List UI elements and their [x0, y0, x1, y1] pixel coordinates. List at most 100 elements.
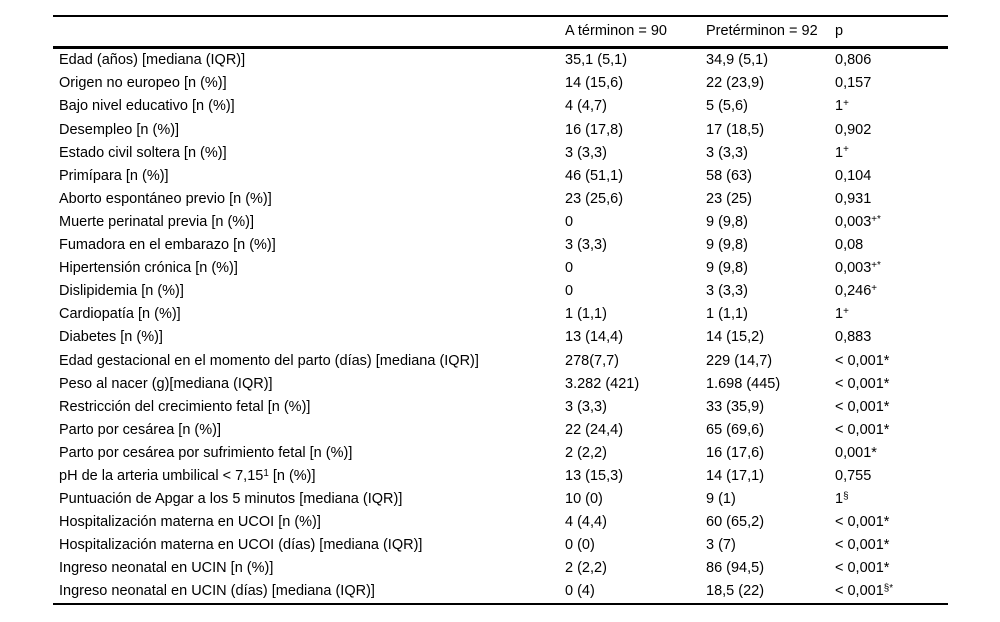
row-label: Edad (años) [mediana (IQR)] — [59, 52, 246, 69]
cell-p-value: < 0,001* — [835, 560, 890, 577]
row-label: Edad gestacional en el momento del parto… — [59, 352, 479, 369]
row-label: Dislipidemia [n (%)] — [59, 283, 184, 300]
cell-a-termino: 278(7,7) — [565, 352, 620, 369]
cell-p-value: 0,931 — [835, 190, 872, 207]
table-row: Origen no europeo [n (%)] 14 (15,6) 22 (23… — [53, 72, 948, 95]
cell-p-value: 1+ — [835, 144, 849, 161]
table-row: Bajo nivel educativo [n (%)] 4 (4,7) 5 (5,… — [53, 95, 948, 118]
comparison-table: A términon = 90 Pretérminon = 92 p Edad … — [53, 15, 948, 606]
table-row: Estado civil soltera [n (%)] 3 (3,3) 3 (3,… — [53, 141, 948, 164]
cell-p-value: < 0,001§* — [835, 583, 894, 600]
table-row: Hospitalización materna en UCOI [n (%)] 4… — [53, 511, 948, 534]
row-label: pH de la arteria umbilical < 7,151 [n (%… — [59, 467, 316, 484]
table-row: Edad gestacional en el momento del parto… — [53, 349, 948, 372]
cell-p-value: 0,003+* — [835, 213, 881, 230]
superscript-marker: §* — [883, 583, 894, 595]
cell-p-value: 0,003+* — [835, 259, 881, 277]
cell-pretermino: 1 (1,1) — [706, 306, 748, 323]
table-row: Hospitalización materna en UCOI (días) [… — [53, 534, 948, 557]
table-header-rule — [53, 46, 948, 49]
cell-p-value: < 0,001* — [835, 514, 890, 531]
cell-a-termino: 35,1 (5,1) — [565, 52, 628, 69]
table-row: Ingreso neonatal en UCIN [n (%)] 2 (2,2) 8… — [53, 557, 948, 580]
table-row: Ingreso neonatal en UCIN (días) [mediana… — [53, 580, 948, 603]
table-header-row: A términon = 90 Pretérminon = 92 p — [53, 17, 948, 46]
cell-pretermino: 9 (9,8) — [706, 260, 748, 277]
table-row: Fumadora en el embarazo [n (%)] 3 (3,3) 9 … — [53, 234, 948, 257]
cell-a-termino: 23 (25,6) — [565, 190, 624, 207]
cell-pretermino: 18,5 (22) — [706, 583, 765, 600]
row-label: Parto por cesárea por sufrimiento fetal … — [59, 444, 353, 461]
cell-pretermino: 1.698 (445) — [706, 375, 781, 392]
cell-pretermino: 5 (5,6) — [706, 98, 748, 115]
row-label: Hipertensión crónica [n (%)] — [59, 260, 238, 277]
cell-pretermino: 9 (9,8) — [706, 213, 748, 230]
row-label: Restricción del crecimiento fetal [n (%)… — [59, 398, 311, 415]
cell-a-termino: 2 (2,2) — [565, 560, 607, 577]
cell-pretermino: 9 (1) — [706, 491, 736, 508]
cell-pretermino: 14 (17,1) — [706, 467, 765, 484]
cell-p-value: 0,001* — [835, 444, 877, 461]
superscript-marker: + — [843, 305, 849, 317]
cell-p-value: 0,806 — [835, 52, 872, 69]
cell-a-termino: 10 (0) — [565, 491, 603, 508]
cell-a-termino: 16 (17,8) — [565, 121, 624, 138]
table-row: pH de la arteria umbilical < 7,151 [n (%… — [53, 465, 948, 488]
cell-p-value: < 0,001* — [835, 421, 890, 438]
cell-pretermino: 3 (3,3) — [706, 283, 748, 300]
cell-a-termino: 3 (3,3) — [565, 144, 607, 161]
cell-pretermino: 22 (23,9) — [706, 75, 765, 92]
superscript-marker: + — [843, 144, 849, 156]
cell-a-termino: 4 (4,7) — [565, 98, 607, 115]
column-header-a-termino: A términon = 90 — [565, 23, 667, 40]
cell-pretermino: 17 (18,5) — [706, 121, 765, 138]
column-header-p-value: p — [835, 23, 844, 40]
table-bottom-rule — [53, 603, 948, 606]
cell-p-value: 0,157 — [835, 75, 872, 92]
row-label: Primípara [n (%)] — [59, 167, 169, 184]
row-label: Ingreso neonatal en UCIN [n (%)] — [59, 560, 274, 577]
column-header-pretermino: Pretérminon = 92 — [706, 23, 818, 40]
row-label: Cardiopatía [n (%)] — [59, 306, 181, 323]
cell-p-value: 1+ — [835, 98, 849, 115]
row-label: Origen no europeo [n (%)] — [59, 75, 227, 92]
row-label: Peso al nacer (g)[mediana (IQR)] — [59, 375, 273, 392]
table-row: Dislipidemia [n (%)] 0 3 (3,3) 0,246+ — [53, 280, 948, 303]
superscript-marker: +* — [871, 259, 881, 271]
cell-a-termino: 4 (4,4) — [565, 514, 607, 531]
cell-p-value: 0,755 — [835, 467, 872, 484]
superscript-marker: + — [843, 98, 849, 110]
row-label: Hospitalización materna en UCOI (días) [… — [59, 537, 423, 554]
cell-p-value: 0,883 — [835, 329, 872, 346]
row-label: Desempleo [n (%)] — [59, 121, 180, 138]
cell-a-termino: 46 (51,1) — [565, 167, 624, 184]
cell-pretermino: 14 (15,2) — [706, 329, 765, 346]
cell-a-termino: 0 (0) — [565, 537, 595, 554]
table-row: Parto por cesárea [n (%)] 22 (24,4) 65 (69… — [53, 419, 948, 442]
cell-pretermino: 33 (35,9) — [706, 398, 765, 415]
cell-p-value: 0,246+ — [835, 282, 878, 300]
table-body: Edad (años) [mediana (IQR)] 35,1 (5,1) 34,… — [53, 49, 948, 603]
cell-pretermino: 86 (94,5) — [706, 560, 765, 577]
cell-p-value: < 0,001* — [835, 375, 890, 392]
cell-a-termino: 13 (14,4) — [565, 329, 624, 346]
cell-pretermino: 9 (9,8) — [706, 237, 748, 254]
row-label: Diabetes [n (%)] — [59, 329, 163, 346]
cell-pretermino: 3 (3,3) — [706, 144, 748, 161]
cell-a-termino: 3.282 (421) — [565, 375, 640, 392]
row-label: Parto por cesárea [n (%)] — [59, 421, 221, 438]
cell-a-termino: 1 (1,1) — [565, 306, 607, 323]
cell-pretermino: 23 (25) — [706, 190, 752, 207]
cell-p-value: < 0,001* — [835, 352, 890, 369]
table-row: Puntuación de Apgar a los 5 minutos [med… — [53, 488, 948, 511]
superscript-marker: + — [871, 282, 878, 294]
superscript-marker: § — [843, 490, 849, 502]
cell-a-termino: 0 — [565, 213, 574, 230]
cell-pretermino: 58 (63) — [706, 167, 752, 184]
table-row: Restricción del crecimiento fetal [n (%)… — [53, 395, 948, 418]
cell-p-value: 0,902 — [835, 121, 872, 138]
row-label: Bajo nivel educativo [n (%)] — [59, 98, 235, 115]
row-label: Aborto espontáneo previo [n (%)] — [59, 190, 272, 207]
cell-p-value: 0,08 — [835, 237, 864, 254]
